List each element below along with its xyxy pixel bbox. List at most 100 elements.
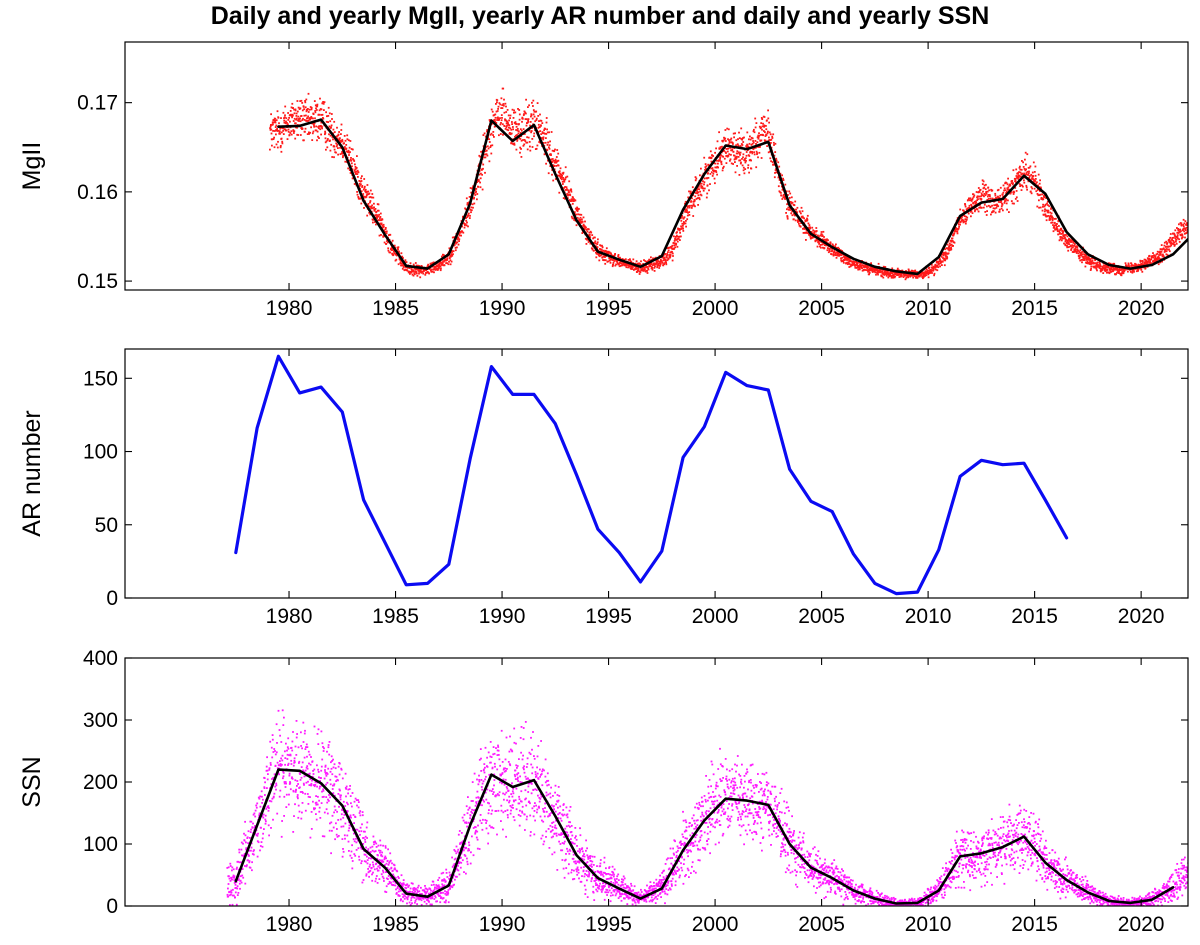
mgii-daily-point xyxy=(961,215,963,218)
mgii-daily-point xyxy=(1183,222,1186,225)
mgii-daily-point xyxy=(524,118,527,120)
mgii-daily-point xyxy=(1022,161,1024,164)
mgii-daily-point xyxy=(1149,260,1151,263)
mgii-daily-point xyxy=(579,216,582,219)
mgii-daily-point xyxy=(270,113,272,116)
ssn-daily-point xyxy=(237,878,240,881)
mgii-daily-point xyxy=(722,165,725,168)
mgii-daily-point xyxy=(315,107,317,110)
mgii-daily-point xyxy=(953,232,956,234)
mgii-daily-point xyxy=(697,194,700,197)
mgii-daily-point xyxy=(1079,254,1081,257)
mgii-daily-point xyxy=(785,212,787,214)
mgii-daily-point xyxy=(893,271,896,274)
mgii-daily-point xyxy=(949,247,951,250)
ssn-daily-point xyxy=(286,746,289,749)
mgii-daily-point xyxy=(744,168,747,170)
mgii-daily-point xyxy=(480,150,482,153)
mgii-daily-point xyxy=(994,211,997,214)
mgii-daily-point xyxy=(327,138,329,140)
mgii-daily-point xyxy=(595,245,598,248)
mgii-daily-point xyxy=(402,257,404,259)
ssn-daily-point xyxy=(231,869,233,872)
mgii-daily-point xyxy=(481,169,483,171)
mgii-daily-point xyxy=(775,159,778,162)
mgii-daily-point xyxy=(896,267,899,270)
mgii-daily-point xyxy=(601,256,604,259)
mgii-daily-point xyxy=(1107,266,1110,269)
mgii-daily-point xyxy=(473,196,475,199)
mgii-daily-point xyxy=(1006,183,1009,186)
mgii-daily-point xyxy=(1103,265,1106,267)
ssn-daily-point xyxy=(294,779,297,782)
mgii-daily-point xyxy=(274,118,277,120)
mgii-daily-point xyxy=(357,171,360,174)
mgii-daily-point xyxy=(642,270,645,272)
mgii-daily-point xyxy=(515,148,518,151)
mgii-daily-point xyxy=(691,197,693,200)
mgii-daily-point xyxy=(538,126,541,128)
mgii-daily-point xyxy=(1186,230,1188,233)
mgii-daily-point xyxy=(523,143,526,146)
mgii-daily-point xyxy=(712,169,714,171)
mgii-daily-point xyxy=(475,190,477,193)
mgii-daily-point xyxy=(629,265,632,267)
mgii-daily-point xyxy=(513,111,515,114)
mgii-daily-point xyxy=(328,125,331,128)
mgii-daily-point xyxy=(1037,194,1040,197)
mgii-daily-point xyxy=(656,261,659,264)
mgii-daily-point xyxy=(486,145,489,148)
mgii-daily-point xyxy=(464,223,467,225)
mgii-daily-point xyxy=(809,237,812,240)
mgii-daily-point xyxy=(1013,191,1016,194)
mgii-daily-point xyxy=(962,209,965,212)
mgii-daily-point xyxy=(891,267,894,270)
mgii-daily-point xyxy=(311,139,314,141)
mgii-daily-point xyxy=(729,159,731,162)
mgii-daily-point xyxy=(1166,242,1169,244)
mgii-daily-point xyxy=(841,256,844,259)
mgii-daily-point xyxy=(1026,188,1028,191)
mgii-daily-point xyxy=(1024,151,1027,154)
mgii-daily-point xyxy=(1037,173,1040,176)
mgii-daily-point xyxy=(973,194,976,197)
ar-number-y-axis-label: AR number xyxy=(18,410,46,536)
mgii-daily-point xyxy=(483,132,486,135)
mgii-daily-point xyxy=(616,259,619,262)
mgii-daily-point xyxy=(1115,273,1117,276)
mgii-daily-point xyxy=(516,134,518,136)
mgii-daily-point xyxy=(678,228,681,230)
mgii-daily-point xyxy=(890,276,893,279)
mgii-daily-point xyxy=(1020,184,1022,187)
mgii-daily-point xyxy=(316,139,318,142)
mgii-daily-point xyxy=(817,234,819,237)
ssn-daily-point xyxy=(249,820,252,823)
mgii-daily-point xyxy=(853,260,856,263)
mgii-daily-point xyxy=(747,166,749,169)
mgii-daily-point xyxy=(999,194,1002,197)
mgii-daily-point xyxy=(985,190,988,193)
mgii-daily-point xyxy=(957,227,960,230)
mgii-daily-point xyxy=(384,228,387,230)
mgii-daily-point xyxy=(382,223,385,226)
mgii-plot-area xyxy=(269,87,1188,281)
ssn-daily-point xyxy=(259,845,262,847)
mgii-daily-point xyxy=(641,268,644,270)
ssn-daily-point xyxy=(262,798,264,801)
mgii-daily-point xyxy=(616,261,618,263)
mgii-daily-point xyxy=(1014,198,1017,200)
mgii-daily-point xyxy=(1041,197,1044,200)
mgii-daily-point xyxy=(666,254,669,256)
mgii-daily-point xyxy=(773,176,776,179)
mgii-daily-point xyxy=(1047,209,1050,212)
mgii-daily-point xyxy=(415,272,418,275)
mgii-daily-point xyxy=(752,141,755,144)
mgii-daily-point xyxy=(805,239,807,241)
mgii-daily-point xyxy=(993,204,996,207)
mgii-daily-point xyxy=(507,129,510,132)
mgii-daily-point xyxy=(299,134,302,136)
mgii-daily-point xyxy=(738,152,741,155)
mgii-daily-point xyxy=(432,265,434,268)
mgii-daily-point xyxy=(665,261,667,264)
mgii-daily-point xyxy=(542,137,545,140)
